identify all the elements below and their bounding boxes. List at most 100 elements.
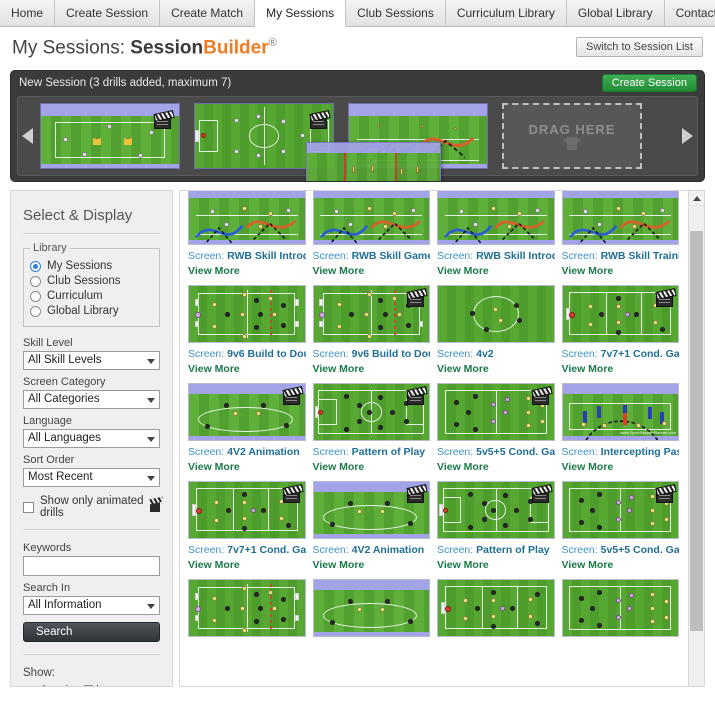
drill-title[interactable]: Screen: RWB Skill Introduction bbox=[188, 250, 306, 262]
library-option-club-sessions[interactable]: Club Sessions bbox=[30, 275, 153, 287]
drill-card[interactable]: Screen: RWB Skill Introduction View More bbox=[186, 191, 311, 279]
drill-thumbnail[interactable] bbox=[312, 285, 430, 343]
view-more-link[interactable]: View More bbox=[312, 461, 365, 473]
view-more-link[interactable]: View More bbox=[312, 559, 365, 571]
session-slot-1[interactable] bbox=[40, 103, 180, 169]
drill-title[interactable]: Screen: 7v7+1 Cond. Game bbox=[562, 348, 680, 360]
search-in-select[interactable]: All Information bbox=[23, 596, 160, 615]
drill-card[interactable]: Screen: 4V2 Animation View More bbox=[311, 475, 436, 573]
checkbox-icon[interactable] bbox=[23, 685, 34, 686]
drill-title[interactable]: Screen: 4V2 Animation bbox=[313, 544, 431, 556]
drill-card[interactable]: Screen: 4V2 Animation View More bbox=[186, 377, 311, 475]
view-more-link[interactable]: View More bbox=[312, 265, 365, 277]
carousel-next-arrow-icon[interactable] bbox=[682, 128, 693, 144]
drill-card[interactable]: Screen: Pattern of Play View More bbox=[311, 377, 436, 475]
drill-thumbnail[interactable] bbox=[561, 579, 679, 637]
radio-icon[interactable] bbox=[30, 305, 41, 317]
scrollbar-thumb[interactable] bbox=[690, 231, 703, 631]
drill-thumbnail[interactable] bbox=[561, 481, 679, 539]
view-more-link[interactable]: View More bbox=[437, 363, 489, 375]
drill-thumbnail[interactable] bbox=[188, 285, 306, 343]
drill-card[interactable]: Screen: Pattern of Play View More bbox=[435, 475, 560, 573]
nav-tab-home[interactable]: Home bbox=[0, 0, 56, 26]
drill-thumbnail[interactable] bbox=[437, 481, 555, 539]
drill-thumbnail[interactable] bbox=[437, 285, 555, 343]
drill-thumbnail[interactable]: www.SportSessionPlanner.com bbox=[561, 383, 679, 441]
create-session-button[interactable]: Create Session bbox=[601, 74, 697, 92]
view-more-link[interactable]: View More bbox=[561, 265, 614, 277]
nav-tab-global-library[interactable]: Global Library bbox=[566, 0, 665, 26]
drill-title[interactable]: Screen: RWB Skill Introd II bbox=[437, 250, 555, 262]
session-slot-thumbnail[interactable] bbox=[40, 103, 180, 169]
drill-title[interactable]: Screen: Intercepting Passes II bbox=[562, 446, 680, 458]
drill-card[interactable]: Screen: RWB Skill Game View More bbox=[311, 191, 436, 279]
view-more-link[interactable]: View More bbox=[188, 363, 240, 375]
drill-title[interactable]: Screen: Pattern of Play bbox=[313, 446, 431, 458]
drill-card[interactable]: www.SportSessionPlanner.com Screen: Inter… bbox=[560, 377, 685, 475]
drill-card[interactable] bbox=[311, 573, 436, 639]
drill-title[interactable]: Screen: 9v6 Build to Double bbox=[313, 348, 431, 360]
drill-thumbnail[interactable] bbox=[188, 191, 306, 245]
view-more-link[interactable]: View More bbox=[312, 363, 365, 375]
drill-card[interactable]: Screen: 7v7+1 Cond. Game View More bbox=[560, 279, 685, 377]
drill-card[interactable]: Screen: RWB Skill Introd II View More bbox=[435, 191, 560, 279]
keywords-input[interactable] bbox=[23, 556, 160, 576]
drill-card[interactable] bbox=[560, 573, 685, 639]
drill-thumbnail[interactable] bbox=[312, 191, 430, 245]
view-more-link[interactable]: View More bbox=[437, 559, 489, 571]
radio-icon[interactable] bbox=[30, 260, 41, 272]
drill-thumbnail[interactable] bbox=[561, 191, 679, 245]
drill-card[interactable]: Screen: RWB Skill Training View More bbox=[560, 191, 685, 279]
search-button[interactable]: Search bbox=[23, 622, 160, 642]
drill-title[interactable]: Screen: RWB Skill Game bbox=[313, 250, 431, 262]
show-option-session-title[interactable]: Session Title bbox=[23, 685, 160, 686]
drill-title[interactable]: Screen: 9v6 Build to Double bbox=[188, 348, 306, 360]
switch-to-session-list-button[interactable]: Switch to Session List bbox=[576, 37, 703, 57]
drill-thumbnail[interactable] bbox=[312, 383, 430, 441]
nav-tab-curriculum-library[interactable]: Curriculum Library bbox=[445, 0, 567, 26]
library-option-global-library[interactable]: Global Library bbox=[30, 305, 153, 317]
drill-card[interactable]: Screen: 5v5+5 Cond. Game View More bbox=[560, 475, 685, 573]
view-more-link[interactable]: View More bbox=[188, 265, 240, 277]
view-more-link[interactable]: View More bbox=[188, 461, 240, 473]
drill-title[interactable]: Screen: RWB Skill Training bbox=[562, 250, 680, 262]
drill-card[interactable] bbox=[435, 573, 560, 639]
language-select[interactable]: All Languages bbox=[23, 429, 160, 448]
drill-card[interactable]: Screen: 9v6 Build to Double View More bbox=[311, 279, 436, 377]
drill-title[interactable]: Screen: 4v2 bbox=[437, 348, 555, 360]
drill-title[interactable]: Screen: 4V2 Animation bbox=[188, 446, 306, 458]
view-more-link[interactable]: View More bbox=[561, 461, 614, 473]
nav-tab-club-sessions[interactable]: Club Sessions bbox=[346, 0, 446, 26]
library-option-curriculum[interactable]: Curriculum bbox=[30, 290, 153, 302]
sort-order-select[interactable]: Most Recent bbox=[23, 468, 160, 487]
drill-thumbnail[interactable] bbox=[561, 285, 679, 343]
drill-card[interactable]: Screen: 5v5+5 Cond. Game View More bbox=[435, 377, 560, 475]
drill-thumbnail[interactable] bbox=[437, 191, 555, 245]
view-more-link[interactable]: View More bbox=[437, 461, 489, 473]
drill-thumbnail[interactable] bbox=[188, 481, 306, 539]
drill-title[interactable]: Screen: Pattern of Play bbox=[437, 544, 555, 556]
drill-thumbnail[interactable] bbox=[312, 579, 430, 637]
nav-tab-my-sessions[interactable]: My Sessions bbox=[255, 0, 347, 27]
drill-thumbnail[interactable] bbox=[437, 383, 555, 441]
drill-card[interactable]: Screen: 9v6 Build to Double View More bbox=[186, 279, 311, 377]
carousel-prev-arrow-icon[interactable] bbox=[22, 128, 33, 144]
drag-here-dropzone[interactable]: DRAG HERE bbox=[502, 103, 642, 169]
radio-icon[interactable] bbox=[30, 275, 41, 287]
view-more-link[interactable]: View More bbox=[437, 265, 489, 277]
checkbox-icon[interactable] bbox=[23, 501, 34, 513]
view-more-link[interactable]: View More bbox=[561, 559, 614, 571]
screen-category-select[interactable]: All Categories bbox=[23, 390, 160, 409]
drill-card[interactable] bbox=[186, 573, 311, 639]
scroll-up-button[interactable] bbox=[689, 191, 704, 206]
nav-tab-create-match[interactable]: Create Match bbox=[160, 0, 256, 26]
dragging-drill-thumbnail[interactable] bbox=[306, 142, 441, 181]
drill-title[interactable]: Screen: 5v5+5 Cond. Game bbox=[562, 544, 680, 556]
view-more-link[interactable]: View More bbox=[188, 559, 240, 571]
drill-thumbnail[interactable] bbox=[312, 481, 430, 539]
drill-card[interactable]: Screen: 7v7+1 Cond. Game View More bbox=[186, 475, 311, 573]
drill-title[interactable]: Screen: 7v7+1 Cond. Game bbox=[188, 544, 306, 556]
radio-icon[interactable] bbox=[30, 290, 41, 302]
nav-tab-create-session[interactable]: Create Session bbox=[55, 0, 161, 26]
results-scrollbar[interactable] bbox=[688, 191, 704, 686]
